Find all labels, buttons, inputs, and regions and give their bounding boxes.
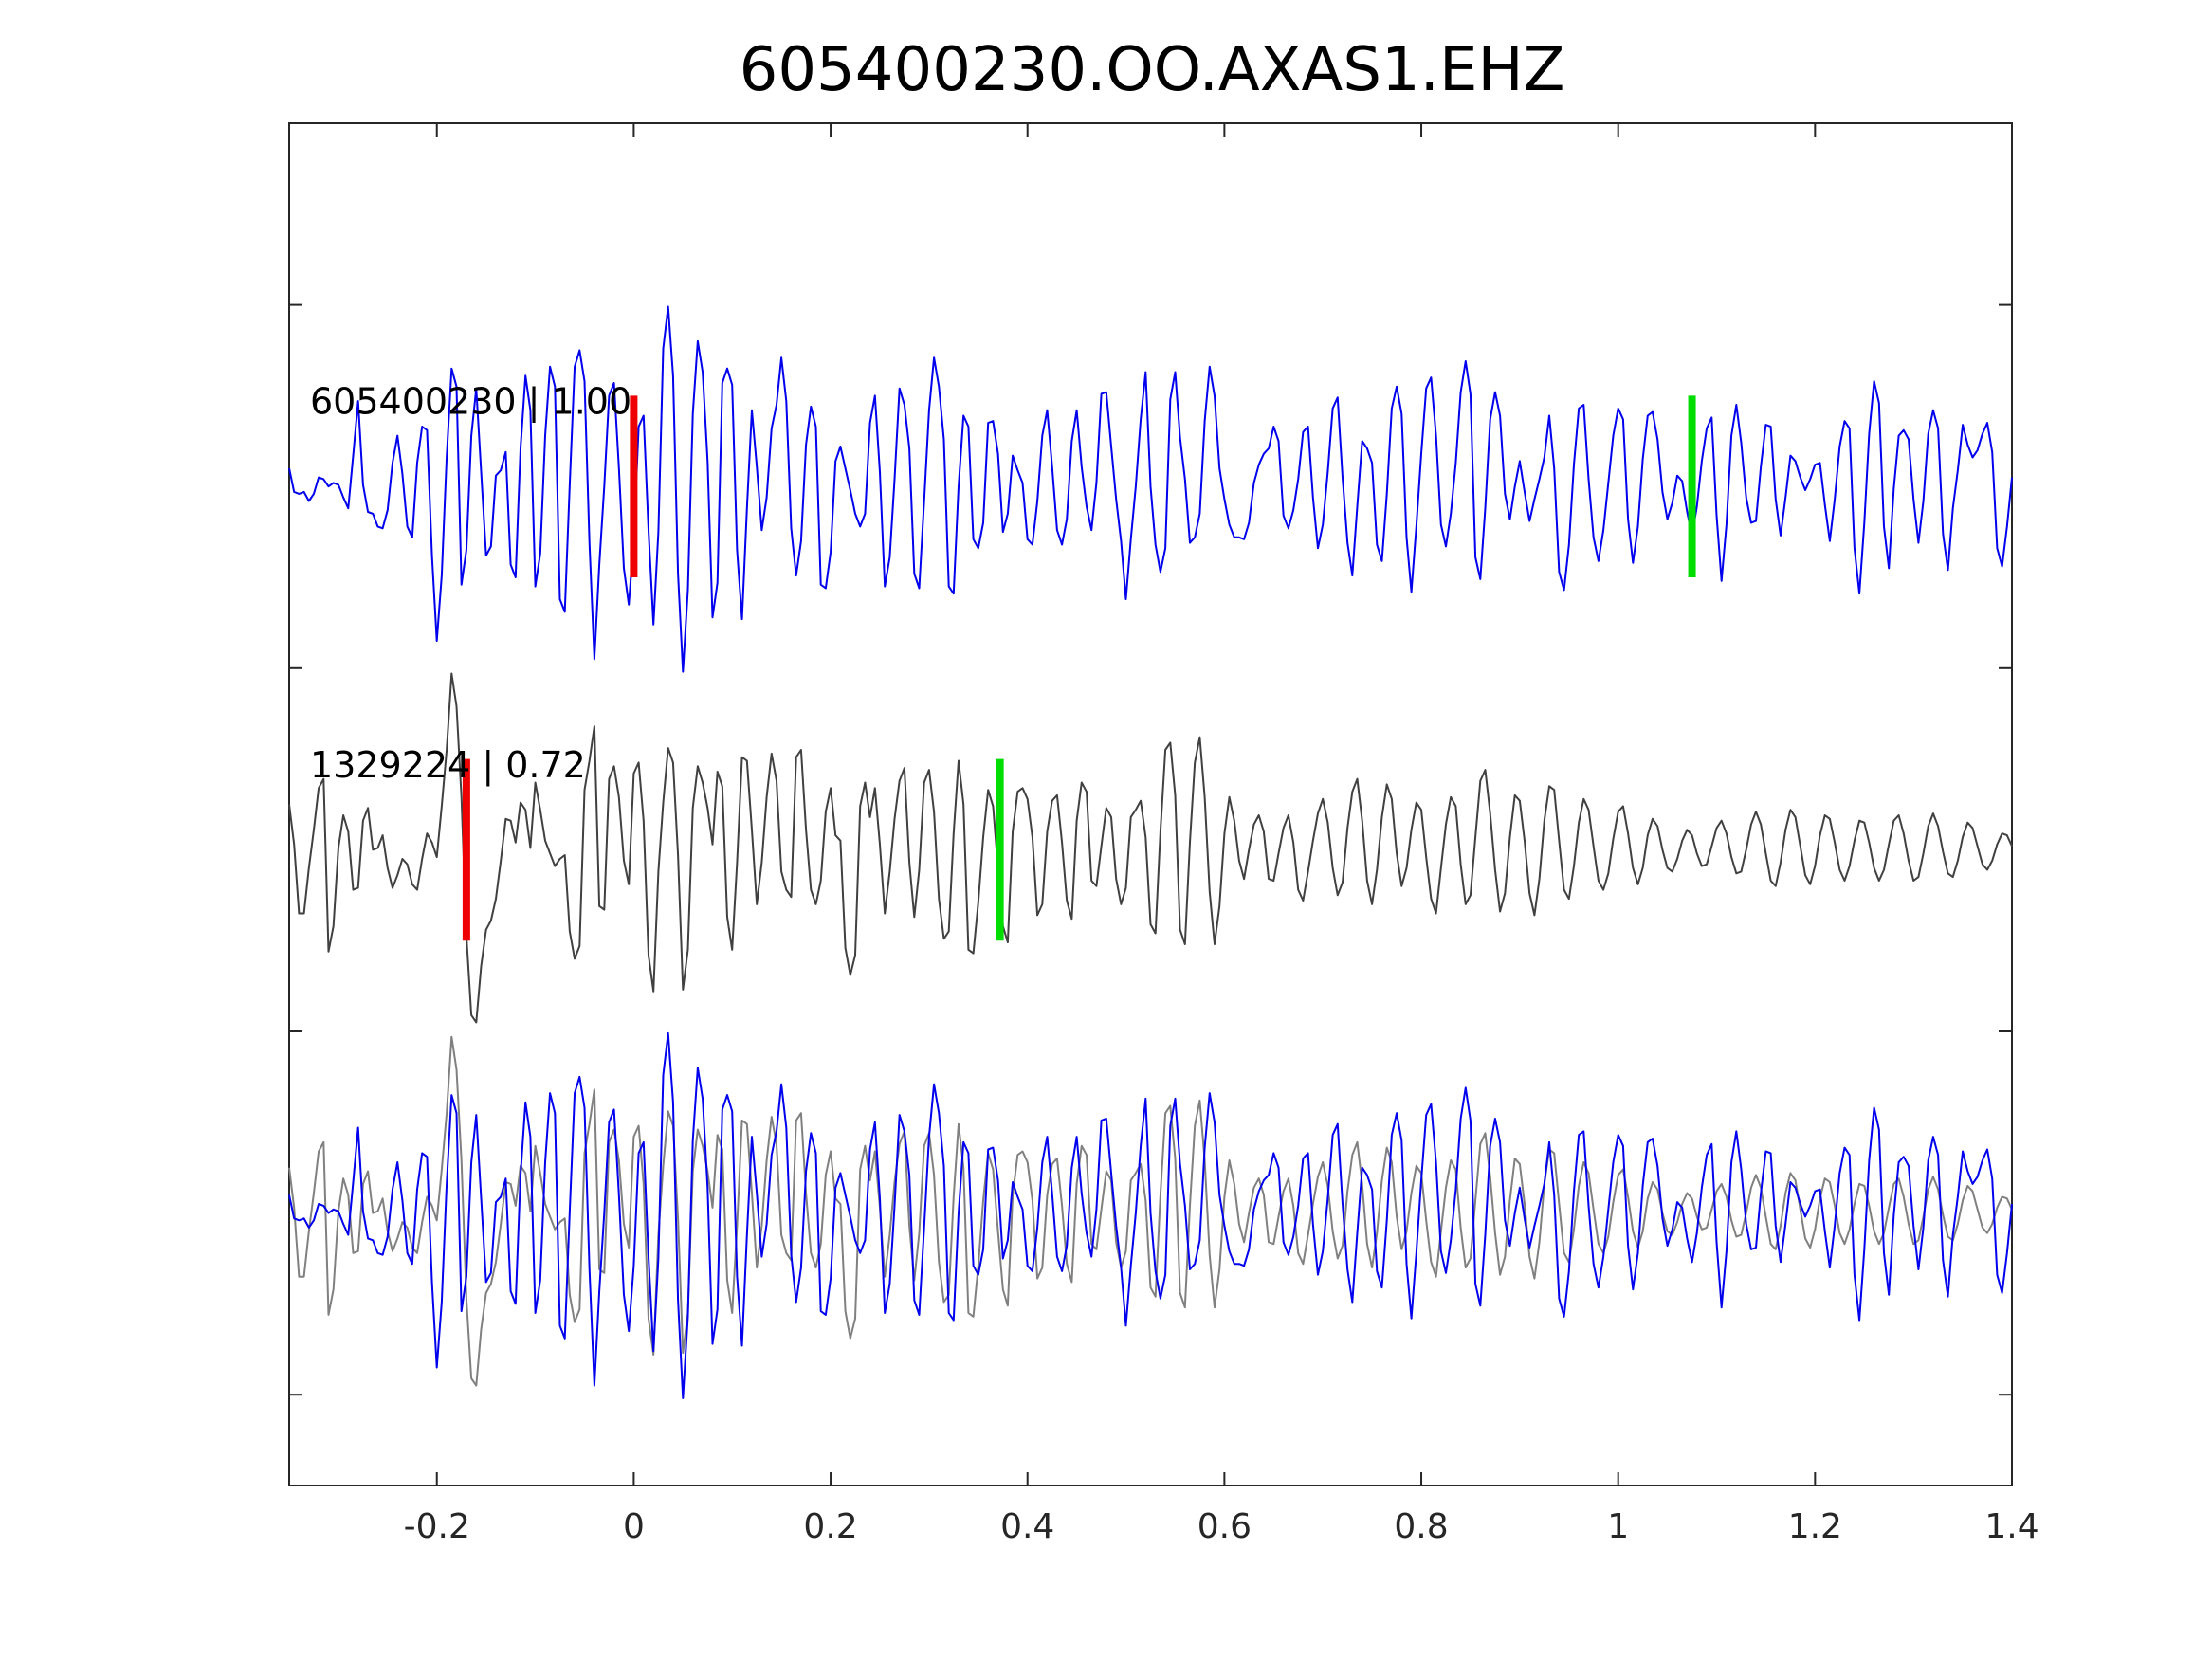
x-axis: -0.2 0 0.2 0.4 0.6 0.8 1 1.2 1.4 [404, 123, 2039, 1546]
traces [288, 305, 2013, 1024]
overlay-line-0 [288, 1031, 2013, 1399]
overlay-line-1 [288, 1035, 2013, 1387]
trace-line-0 [288, 305, 2013, 673]
overlay-traces [288, 1031, 2013, 1399]
x-tick-label: 0.2 [803, 1507, 857, 1546]
x-tick-label: 1.2 [1788, 1507, 1842, 1546]
x-tick-label: 0.6 [1197, 1507, 1252, 1546]
y-ticks [289, 303, 2012, 1396]
trace-line-1 [288, 672, 2013, 1024]
plot-area [288, 122, 2013, 1486]
x-tick-label: 0.8 [1394, 1507, 1448, 1546]
x-tick-label: 0 [623, 1507, 645, 1546]
x-tick-label: 0.4 [1000, 1507, 1054, 1546]
x-tick-label: 1.4 [1984, 1507, 2038, 1546]
trace-label-0: 605400230 | 1.00 [310, 381, 631, 424]
x-tick-label: -0.2 [404, 1507, 470, 1546]
x-tick-label: 1 [1607, 1507, 1629, 1546]
trace-label-1: 1329224 | 0.72 [310, 744, 586, 787]
chart-title: 605400230.OO.AXAS1.EHZ [740, 35, 1565, 105]
trace-labels: 605400230 | 1.00 1329224 | 0.72 [310, 381, 631, 787]
pick-markers [462, 395, 1696, 941]
